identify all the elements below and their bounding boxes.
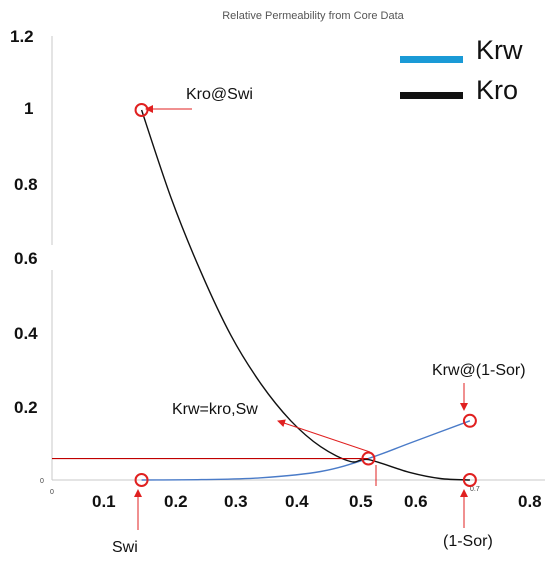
- marker-point: [134, 103, 149, 117]
- y-tick-label: 0.2: [14, 398, 38, 417]
- x-tick-label: 0.8: [518, 492, 542, 511]
- legend-label-krw: Krw: [476, 35, 523, 65]
- annotation-swi: Swi: [112, 539, 138, 556]
- series-line-krw: [141, 420, 471, 481]
- x-tick-label: 0.5: [349, 492, 373, 511]
- y-tick-label: 0.6: [14, 249, 38, 268]
- marker-point: [462, 413, 477, 428]
- legend-label-kro: Kro: [476, 75, 518, 105]
- marker-point: [361, 451, 376, 466]
- x-tick-label: 0.6: [404, 492, 428, 511]
- y-tick-label: 0.4: [14, 324, 38, 343]
- y-tick-label: 1: [24, 99, 33, 118]
- annotation-kro-swi: Kro@Swi: [186, 86, 253, 103]
- marker-group: [134, 103, 477, 487]
- series-line-kro: [140, 109, 470, 481]
- marker-point: [134, 473, 149, 487]
- y-tick-label: 0: [40, 478, 44, 485]
- x-tick-label: 0.4: [285, 492, 309, 511]
- x-tick-label: 0.2: [164, 492, 188, 511]
- annotation-1-sor: (1-Sor): [443, 533, 493, 550]
- y-tick-label: 0.8: [14, 175, 38, 194]
- krw-kro-arrow: [277, 419, 371, 453]
- legend-swatch-kro: [400, 92, 463, 99]
- chart-title: Relative Permeability from Core Data: [222, 10, 404, 22]
- legend-swatch-krw: [400, 56, 463, 63]
- x-tick-label: 0.3: [224, 492, 248, 511]
- x-tick-label: 0.1: [92, 492, 116, 511]
- marker-point: [462, 473, 477, 487]
- annotation-krw-1sor: Krw@(1-Sor): [432, 362, 526, 379]
- annotation-krw-eq-kro: Krw=kro,Sw: [172, 401, 258, 418]
- x-tick-label: 0.7: [470, 486, 480, 493]
- y-tick-label: 1.2: [10, 27, 34, 46]
- x-tick-label: 0: [50, 489, 54, 496]
